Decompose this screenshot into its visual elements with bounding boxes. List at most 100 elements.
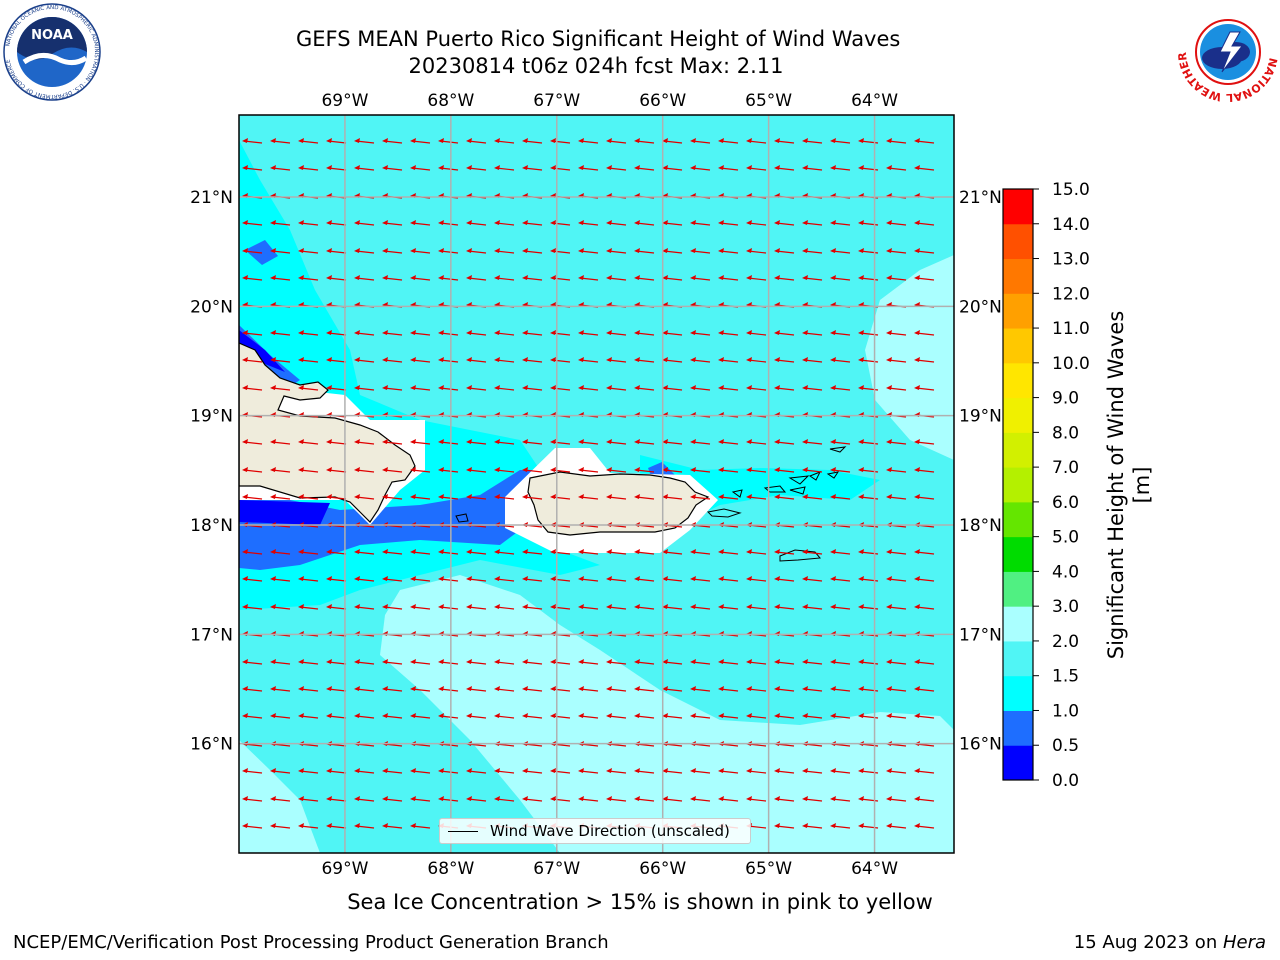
wave-arrow-head bbox=[718, 713, 724, 718]
wave-arrow-head bbox=[410, 439, 416, 444]
wave-arrow-head bbox=[578, 796, 584, 801]
wave-arrow-head bbox=[494, 576, 500, 581]
wave-arrow-head bbox=[326, 330, 332, 335]
wave-arrow-head bbox=[578, 659, 584, 664]
wave-arrow-head bbox=[886, 796, 892, 801]
wave-arrow-head bbox=[914, 138, 920, 143]
wave-arrow-head bbox=[382, 659, 388, 664]
wave-arrow-head bbox=[802, 248, 808, 253]
lon-tick-bottom: 66°W bbox=[639, 859, 686, 879]
wave-arrow-head bbox=[578, 713, 584, 718]
wave-arrow-head bbox=[242, 467, 248, 472]
colorbar-tick-label: 2.0 bbox=[1052, 632, 1079, 652]
wave-arrow-head bbox=[522, 549, 528, 554]
wave-arrow-head bbox=[298, 686, 304, 691]
wave-arrow-head bbox=[578, 467, 584, 472]
wave-arrow-head bbox=[718, 220, 724, 225]
colorbar-tick-label: 1.5 bbox=[1052, 667, 1079, 687]
wave-arrow-head bbox=[774, 768, 780, 773]
wave-arrow-head bbox=[354, 549, 360, 554]
wave-arrow-head bbox=[746, 330, 752, 335]
wave-arrow-head bbox=[690, 796, 696, 801]
wave-arrow-head bbox=[886, 138, 892, 143]
sea-ice-note: Sea Ice Concentration > 15% is shown in … bbox=[347, 890, 933, 914]
wave-arrow-head bbox=[326, 138, 332, 143]
wave-arrow-head bbox=[914, 275, 920, 280]
wave-arrow-head bbox=[354, 713, 360, 718]
wave-arrow-head bbox=[382, 165, 388, 170]
lat-tick-left: 17°N bbox=[190, 625, 233, 645]
wave-arrow-head bbox=[242, 385, 248, 390]
wave-arrow-head bbox=[634, 576, 640, 581]
wave-arrow-head bbox=[662, 494, 668, 499]
wave-arrow-head bbox=[326, 713, 332, 718]
wave-arrow-head bbox=[830, 686, 836, 691]
wave-arrow-head bbox=[354, 467, 360, 472]
field-2-3m-sw bbox=[239, 740, 320, 853]
wave-arrow-head bbox=[242, 823, 248, 828]
wave-arrow-head bbox=[662, 357, 668, 362]
colorbar-segment bbox=[1003, 571, 1033, 607]
wave-arrow-head bbox=[438, 576, 444, 581]
wave-arrow-head bbox=[466, 659, 472, 664]
wave-arrow-head bbox=[326, 549, 332, 554]
wave-arrow-head bbox=[914, 165, 920, 170]
wave-arrow-head bbox=[718, 357, 724, 362]
wave-arrow-head bbox=[298, 823, 304, 828]
colorbar-segment bbox=[1003, 467, 1033, 503]
wave-arrow-head bbox=[326, 576, 332, 581]
wave-arrow-head bbox=[886, 823, 892, 828]
wave-arrow-head bbox=[914, 823, 920, 828]
wave-arrow-head bbox=[382, 220, 388, 225]
wave-arrow-head bbox=[886, 248, 892, 253]
wave-arrow-head bbox=[242, 165, 248, 170]
wave-arrow-head bbox=[382, 357, 388, 362]
wave-arrow-head bbox=[298, 330, 304, 335]
wave-arrow-head bbox=[326, 768, 332, 773]
wave-arrow-head bbox=[326, 467, 332, 472]
wave-arrow-head bbox=[242, 494, 248, 499]
wave-arrow-head bbox=[606, 138, 612, 143]
wave-arrow-head bbox=[606, 165, 612, 170]
wave-arrow-head bbox=[242, 576, 248, 581]
lat-tick-right: 16°N bbox=[959, 735, 1002, 755]
wave-arrow-head bbox=[578, 138, 584, 143]
colorbar-tick-label: 14.0 bbox=[1052, 215, 1090, 235]
wave-arrow-head bbox=[718, 248, 724, 253]
wave-arrow-head bbox=[270, 220, 276, 225]
wave-arrow-head bbox=[886, 604, 892, 609]
wave-arrow-head bbox=[802, 275, 808, 280]
wave-arrow-head bbox=[522, 330, 528, 335]
wave-arrow-head bbox=[578, 275, 584, 280]
wave-arrow-head bbox=[466, 713, 472, 718]
wave-arrow-head bbox=[830, 823, 836, 828]
wave-arrow-head bbox=[914, 439, 920, 444]
wave-arrow-head bbox=[522, 796, 528, 801]
wave-arrow-head bbox=[858, 659, 864, 664]
wave-arrow-head bbox=[270, 659, 276, 664]
wave-arrow-head bbox=[886, 494, 892, 499]
colorbar-tick-label: 4.0 bbox=[1052, 562, 1079, 582]
wave-arrow-head bbox=[326, 439, 332, 444]
wave-arrow-head bbox=[662, 604, 668, 609]
wave-arrow-head bbox=[438, 330, 444, 335]
wave-arrow-head bbox=[550, 659, 556, 664]
wave-arrow-head bbox=[634, 494, 640, 499]
wave-arrow-head bbox=[354, 823, 360, 828]
wave-arrow-head bbox=[746, 467, 752, 472]
wave-arrow-head bbox=[802, 165, 808, 170]
wave-arrow-head bbox=[382, 248, 388, 253]
wave-arrow-head bbox=[522, 467, 528, 472]
lon-tick-top: 66°W bbox=[639, 91, 686, 111]
colorbar-frame bbox=[1002, 188, 1034, 781]
wave-arrow-head bbox=[830, 549, 836, 554]
wave-arrow-head bbox=[494, 220, 500, 225]
wave-arrow-head bbox=[382, 823, 388, 828]
colorbar-segment bbox=[1003, 501, 1033, 538]
wave-arrow-head bbox=[690, 768, 696, 773]
noaa-logo-text: NOAA bbox=[31, 28, 73, 43]
wave-arrow-head bbox=[354, 768, 360, 773]
wave-arrow-head bbox=[354, 659, 360, 664]
wave-arrow-head bbox=[494, 330, 500, 335]
